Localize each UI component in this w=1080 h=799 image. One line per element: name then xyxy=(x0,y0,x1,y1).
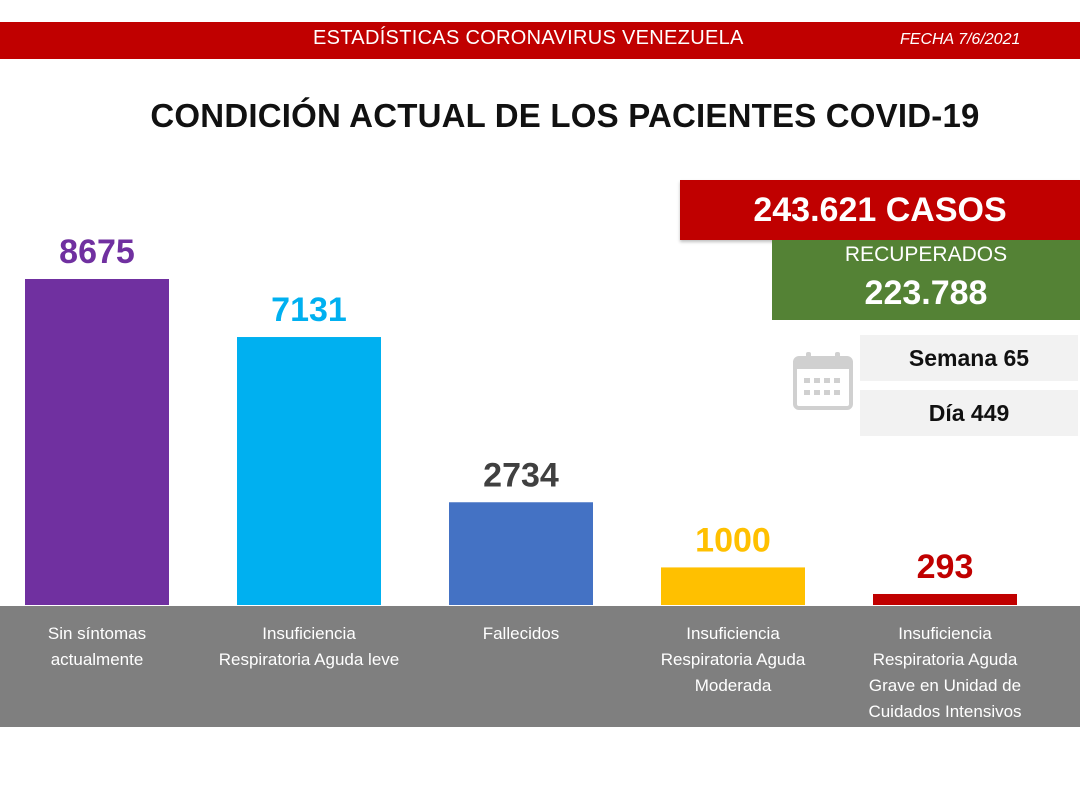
bar-1 xyxy=(237,337,381,605)
category-label-1: Insuficiencia Respiratoria Aguda leve xyxy=(219,624,400,669)
bar-value-label-4: 293 xyxy=(917,548,974,586)
bar-4 xyxy=(873,593,1017,605)
bar-0 xyxy=(25,279,169,605)
bar-value-label-2: 2734 xyxy=(483,456,559,494)
header-bar: ESTADÍSTICAS CORONAVIRUS VENEZUELA FECHA… xyxy=(0,22,1080,59)
recovered-box: RECUPERADOS 223.788 xyxy=(772,240,1080,320)
category-label-band xyxy=(0,606,1080,727)
bar-value-label-0: 8675 xyxy=(59,233,135,271)
bar-2 xyxy=(449,502,593,605)
header-title: ESTADÍSTICAS CORONAVIRUS VENEZUELA xyxy=(313,27,744,49)
bar-value-label-3: 1000 xyxy=(695,521,771,559)
category-label-0: Sin síntomas actualmente xyxy=(48,624,146,669)
day-box: Día 449 xyxy=(860,390,1078,436)
bars-layer: 8675 Sin síntomas actualmente 7131 Insuficie… xyxy=(25,233,1022,721)
header-date: FECHA 7/6/2021 xyxy=(900,31,1021,48)
category-label-2: Fallecidos xyxy=(483,624,560,643)
week-box: Semana 65 xyxy=(860,335,1078,381)
page-title: CONDICIÓN ACTUAL DE LOS PACIENTES COVID-… xyxy=(150,97,980,134)
category-label-3: Insuficiencia Respiratoria Aguda Moderada xyxy=(661,624,806,695)
category-label-4: Insuficiencia Respiratoria Aguda Grave en … xyxy=(868,624,1021,721)
calendar-icon xyxy=(793,352,853,410)
bar-value-label-1: 7131 xyxy=(271,291,347,329)
total-cases-box: 243.621 CASOS xyxy=(680,180,1080,240)
bar-3 xyxy=(661,567,805,605)
recovered-value: 223.788 xyxy=(864,274,988,312)
header-bar-bg xyxy=(0,22,1080,59)
recovered-label: RECUPERADOS xyxy=(844,243,1008,266)
